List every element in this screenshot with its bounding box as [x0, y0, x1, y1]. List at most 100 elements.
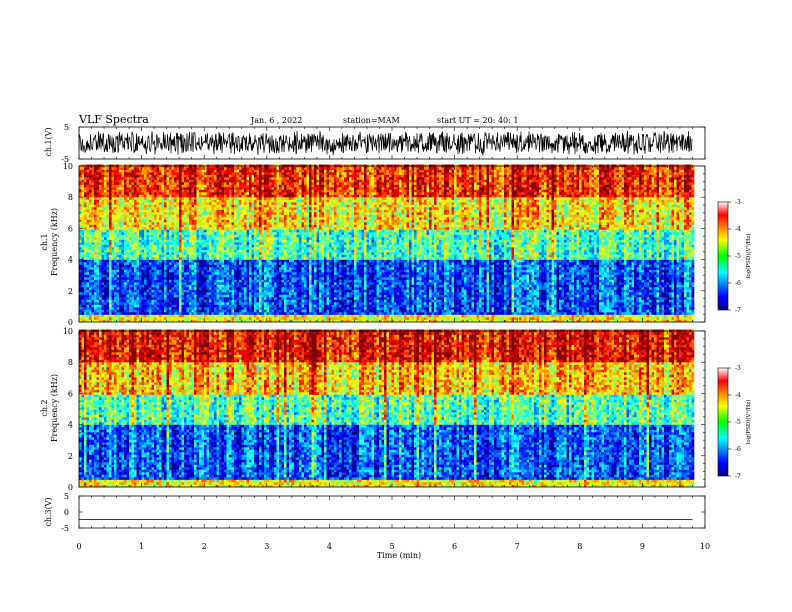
spectrogram-cell	[404, 277, 407, 280]
spectrogram-cell	[531, 282, 535, 285]
spectrogram-cell	[671, 302, 675, 305]
spectrogram-cell	[689, 304, 692, 308]
spectrogram-cell	[301, 304, 305, 308]
spectrogram-cell	[316, 272, 320, 275]
spectrogram-cell	[624, 292, 627, 295]
spectrogram-cell	[181, 292, 185, 295]
spectrogram-cell	[339, 319, 342, 323]
spectrogram-cell	[396, 297, 400, 300]
spectrogram-cell	[251, 307, 255, 310]
spectrogram-cell	[294, 272, 297, 275]
spectrogram-cell	[469, 292, 472, 295]
spectrogram-cell	[641, 284, 645, 288]
spectrogram-cell	[179, 279, 182, 283]
spectrogram-cell	[654, 319, 657, 323]
spectrogram-cell	[579, 314, 582, 318]
spectrogram-cell	[206, 287, 210, 290]
spectrogram-cell	[121, 272, 125, 275]
spectrogram-cell	[446, 307, 450, 310]
spectrogram-cell	[661, 314, 665, 318]
spectrogram-cell	[529, 299, 532, 303]
spectrogram-cell	[626, 282, 630, 285]
spectrogram-cell	[446, 289, 450, 293]
spectrogram-cell	[376, 299, 380, 303]
spectrogram-cell	[106, 304, 110, 308]
spectrogram-cell	[466, 309, 470, 313]
spectrogram-cell	[454, 287, 457, 290]
spectrogram-cell	[111, 284, 115, 288]
spectrogram-cell	[466, 302, 470, 305]
spectrogram-cell	[594, 314, 597, 318]
spectrogram-cell	[186, 299, 190, 303]
spectrogram-cell	[631, 312, 635, 315]
spectrogram-cell	[494, 292, 497, 295]
spectrogram-cell	[349, 317, 352, 320]
spectrogram-cell	[336, 302, 340, 305]
spectrogram-cell	[209, 277, 212, 280]
spectrogram-cell	[151, 304, 155, 308]
spectrogram-cell	[511, 274, 515, 278]
spectrogram-cell	[219, 274, 222, 278]
spectrogram-cell	[124, 314, 127, 318]
spectrogram-cell	[544, 312, 547, 315]
spectrogram-cell	[296, 284, 300, 288]
spectrogram-cell	[136, 279, 140, 283]
spectrogram-cell	[164, 309, 167, 313]
spectrogram-cell	[514, 287, 517, 290]
spectrogram-cell	[371, 309, 375, 313]
spectrogram-cell	[334, 277, 337, 280]
spectrogram-cell	[539, 304, 542, 308]
spectrogram-cell	[601, 319, 605, 323]
spectrogram-cell	[416, 297, 420, 300]
spectrogram-cell	[561, 302, 565, 305]
spectrogram-cell	[169, 319, 172, 323]
spectrogram-cell	[109, 312, 112, 315]
spectrogram-cell	[471, 304, 475, 308]
spectrogram-cell	[329, 274, 332, 278]
spectrogram-cell	[591, 314, 595, 318]
spectrogram-cell	[434, 307, 437, 310]
spectrogram-cell	[544, 294, 547, 298]
spectrogram-cell	[461, 272, 465, 275]
spectrogram-cell	[511, 277, 515, 280]
spectrogram-cell	[384, 309, 387, 313]
spectrogram-cell	[366, 289, 370, 293]
spectrogram-cell	[501, 319, 505, 323]
spectrogram-cell	[181, 297, 185, 300]
spectrogram-cell	[454, 312, 457, 315]
spectrogram-cell	[219, 309, 222, 313]
spectrogram-cell	[479, 289, 482, 293]
spectrogram-cell	[131, 274, 135, 278]
spectrogram-cell	[404, 292, 407, 295]
spectrogram-cell	[656, 274, 660, 278]
spectrogram-cell	[506, 289, 510, 293]
spectrogram-cell	[544, 272, 547, 275]
spectrogram-cell	[574, 292, 577, 295]
spectrogram-cell	[204, 274, 207, 278]
spectrogram-cell	[196, 282, 200, 285]
spectrogram-cell	[341, 307, 345, 310]
spectrogram-cell	[341, 297, 345, 300]
spectrogram-cell	[171, 289, 175, 293]
spectrogram-cell	[166, 289, 170, 293]
spectrogram-cell	[434, 289, 437, 293]
spectrogram-cell	[666, 289, 670, 293]
spectrogram-cell	[471, 274, 475, 278]
spectrogram-cell	[184, 292, 187, 295]
spectrogram-cell	[154, 304, 157, 308]
spectrogram-cell	[266, 292, 270, 295]
spectrogram-cell	[371, 307, 375, 310]
spectrogram-cell	[556, 292, 560, 295]
spectrogram-cell	[231, 304, 235, 308]
spectrogram-cell	[361, 287, 365, 290]
spectrogram-cell	[296, 292, 300, 295]
spectrogram-cell	[654, 282, 657, 285]
spectrogram-cell	[321, 282, 325, 285]
spectrogram-cell	[666, 297, 670, 300]
spectrogram-cell	[346, 312, 350, 315]
spectrogram-cell	[201, 314, 205, 318]
spectrogram-cell	[259, 297, 262, 300]
spectrogram-cell	[314, 274, 317, 278]
spectrogram-cell	[204, 289, 207, 293]
spectrogram-cell	[426, 277, 430, 280]
